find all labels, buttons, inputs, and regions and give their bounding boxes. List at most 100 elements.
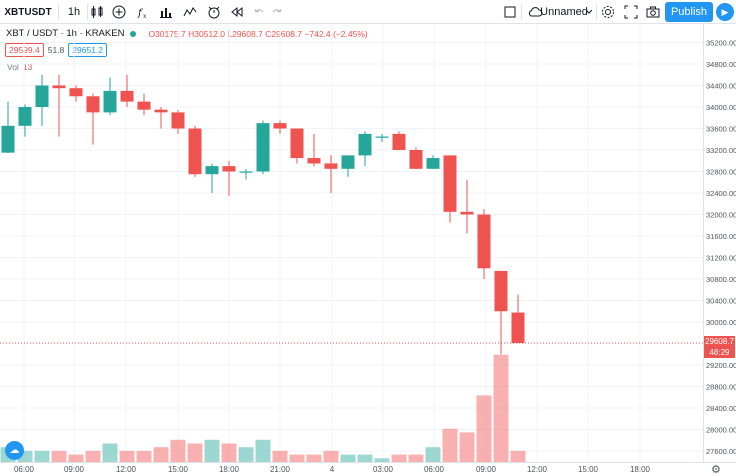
candle-body bbox=[256, 123, 270, 172]
volume-bar bbox=[391, 454, 407, 462]
play-icon[interactable]: ▶ bbox=[716, 3, 734, 21]
interval-button[interactable]: 1h bbox=[67, 6, 81, 18]
volume-legend: Vol 13 bbox=[7, 62, 32, 72]
candle-body bbox=[239, 171, 253, 173]
symbol-search[interactable]: XBTUSDT bbox=[4, 6, 52, 18]
volume-bars bbox=[0, 354, 526, 462]
price-tick-label: 32800.00 bbox=[706, 168, 736, 177]
volume-bar bbox=[102, 443, 118, 462]
volume-bar bbox=[68, 454, 84, 462]
price-tick-label: 34400.00 bbox=[706, 82, 736, 91]
price-tick-label: 34000.00 bbox=[706, 103, 736, 112]
time-tick-label: 09:00 bbox=[476, 465, 497, 474]
tradingview-logo-icon[interactable]: ☁ bbox=[5, 441, 24, 460]
divider bbox=[58, 4, 59, 20]
alert-icon[interactable] bbox=[206, 0, 222, 24]
volume-bar bbox=[34, 450, 50, 462]
price-tick-label: 30800.00 bbox=[706, 275, 736, 284]
candle-body bbox=[273, 123, 287, 129]
price-tick-label: 28400.00 bbox=[706, 404, 736, 413]
volume-bar bbox=[153, 447, 169, 462]
price-axis: 35200.00 34800.00 34400.00 34000.00 33600.00… bbox=[706, 39, 736, 457]
camera-icon[interactable] bbox=[645, 0, 661, 24]
candle-body bbox=[375, 136, 389, 138]
ohlc-values: O30175.7 H30512.0 L29608.7 C29608.7 −742… bbox=[148, 28, 368, 39]
divider bbox=[596, 4, 597, 20]
candle-body bbox=[307, 158, 321, 164]
settings-icon[interactable] bbox=[600, 0, 616, 24]
volume-bar bbox=[476, 395, 492, 462]
candle-body bbox=[477, 214, 491, 269]
candle-body bbox=[324, 163, 338, 169]
volume-bar bbox=[272, 450, 288, 462]
candle-body bbox=[103, 90, 117, 113]
price-tick-label: 34800.00 bbox=[706, 60, 736, 69]
candle-body bbox=[188, 128, 202, 175]
price-tick-label: 30000.00 bbox=[706, 318, 736, 327]
candle-body bbox=[409, 150, 423, 169]
market-status-dot bbox=[130, 30, 137, 37]
volume-bar bbox=[357, 454, 373, 462]
price-tick-label: 28800.00 bbox=[706, 383, 736, 392]
candle-body bbox=[18, 107, 32, 126]
volume-bar bbox=[238, 447, 254, 462]
candle-body bbox=[52, 85, 66, 89]
spread-value: 51.8 bbox=[47, 45, 65, 55]
cloud-icon[interactable] bbox=[526, 0, 544, 24]
chevron-down-icon[interactable] bbox=[584, 0, 594, 24]
divider bbox=[521, 4, 522, 20]
candle-body bbox=[205, 166, 219, 175]
bid-price[interactable]: 29599.4 bbox=[5, 43, 44, 57]
redo-icon[interactable] bbox=[270, 0, 284, 24]
volume-bar bbox=[51, 450, 67, 462]
candle-body bbox=[358, 133, 372, 156]
volume-bar bbox=[136, 450, 152, 462]
candle-countdown: 48:29 bbox=[704, 347, 735, 358]
time-tick-label: 15:00 bbox=[578, 465, 599, 474]
candle-body bbox=[511, 312, 525, 344]
candle-body bbox=[443, 155, 457, 212]
volume-value: 13 bbox=[22, 62, 33, 72]
volume-bar bbox=[187, 443, 203, 462]
time-tick-label: 06:00 bbox=[424, 465, 445, 474]
indicators-icon[interactable] bbox=[182, 0, 198, 24]
chart-settings-icon[interactable]: ⚙ bbox=[711, 464, 721, 476]
fullscreen-icon[interactable] bbox=[623, 0, 639, 24]
candle-body bbox=[290, 128, 304, 159]
volume-label: Vol bbox=[7, 62, 19, 72]
price-tick-label: 29200.00 bbox=[706, 361, 736, 370]
candle-body bbox=[460, 211, 474, 215]
candles-icon[interactable] bbox=[89, 0, 105, 24]
volume-bar bbox=[459, 432, 475, 462]
undo-icon[interactable] bbox=[252, 0, 266, 24]
layout-name[interactable]: Unnamed bbox=[540, 6, 588, 18]
square-icon[interactable] bbox=[503, 0, 517, 24]
divider bbox=[87, 4, 88, 20]
time-tick-label: 09:00 bbox=[64, 465, 85, 474]
candle-body bbox=[35, 85, 49, 107]
volume-bar bbox=[442, 428, 458, 462]
replay-icon[interactable] bbox=[229, 0, 245, 24]
candle-body bbox=[120, 90, 134, 102]
publish-button[interactable]: Publish bbox=[665, 2, 713, 22]
volume-bar bbox=[255, 439, 271, 462]
bar-compare-icon[interactable] bbox=[158, 0, 174, 24]
time-tick-label: 18:00 bbox=[219, 465, 240, 474]
candle-body bbox=[1, 125, 15, 153]
time-tick-label: 12:00 bbox=[527, 465, 548, 474]
price-tick-label: 31200.00 bbox=[706, 254, 736, 263]
candle-body bbox=[69, 88, 83, 97]
price-tick-label: 33200.00 bbox=[706, 146, 736, 155]
volume-bar bbox=[425, 447, 441, 462]
volume-bar bbox=[408, 454, 424, 462]
candle-body bbox=[86, 96, 100, 113]
ask-price[interactable]: 29651.2 bbox=[68, 43, 108, 57]
volume-bar bbox=[221, 443, 237, 462]
candle-body bbox=[341, 155, 355, 169]
volume-bar bbox=[306, 454, 322, 462]
svg-text:x: x bbox=[143, 13, 147, 19]
add-indicator-icon[interactable] bbox=[111, 0, 127, 24]
volume-bar bbox=[323, 450, 339, 462]
